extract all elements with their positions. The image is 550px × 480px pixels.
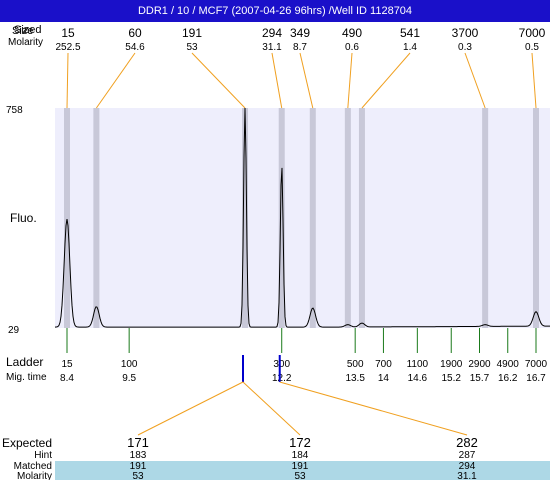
- title-bar: DDR1 / 10 / MCF7 (2007-04-26 96hrs) /Wel…: [0, 0, 550, 22]
- peak-size-label: 3700: [452, 26, 479, 40]
- expected-value: 171: [127, 435, 149, 450]
- electropherogram-trace: [54, 107, 550, 328]
- peak-molarity-label: 0.6: [345, 42, 359, 53]
- peak-molarity-label: 0.5: [525, 42, 539, 53]
- peak-leader-line: [95, 52, 136, 109]
- peak-leader-line: [531, 52, 537, 109]
- peak-leader-line: [299, 52, 314, 109]
- matched-band: [55, 461, 550, 480]
- ladder-time-label: 15.2: [442, 373, 462, 384]
- size-header-label: Size: [12, 25, 33, 37]
- peak-size-label: 541: [400, 26, 420, 40]
- peak-molarity-label: 54.6: [125, 42, 145, 53]
- peak-band: [344, 108, 351, 328]
- matched-row-label: Matched: [14, 461, 52, 472]
- ladder-time-label: 8.4: [60, 373, 74, 384]
- ladder-time-label: 14: [378, 373, 390, 384]
- y-axis-min-label: 29: [8, 325, 20, 336]
- peak-band: [482, 108, 489, 328]
- hint-value: 287: [459, 450, 476, 461]
- expected-molarity-value: 31.1: [457, 471, 477, 480]
- peak-size-label: 60: [128, 26, 142, 40]
- ladder-size-label: 2900: [468, 359, 491, 370]
- ladder-time-label: 12.2: [272, 373, 292, 384]
- peak-molarity-label: 0.3: [458, 42, 472, 53]
- peak-size-label: 490: [342, 26, 362, 40]
- ladder-row-label: Ladder: [6, 355, 43, 369]
- expected-molarity-value: 53: [132, 471, 144, 480]
- peak-leader-line: [347, 52, 353, 109]
- peak-leader-line: [66, 52, 69, 109]
- hint-row-label: Hint: [34, 450, 52, 461]
- peak-molarity-label: 1.4: [403, 42, 417, 53]
- y-axis-max-label: 758: [6, 105, 23, 116]
- ladder-time-label: 14.6: [408, 373, 428, 384]
- mig-time-row-label: Mig. time: [6, 372, 47, 383]
- peak-molarity-label: 53: [186, 42, 198, 53]
- molarity-row-label: Molarity: [17, 471, 52, 480]
- expected-value: 172: [289, 435, 311, 450]
- ladder-size-label: 500: [347, 359, 364, 370]
- ladder-size-label: 7000: [525, 359, 548, 370]
- peak-band: [358, 108, 365, 328]
- expected-leader-line: [137, 381, 244, 436]
- peak-band: [241, 108, 248, 328]
- peak-band: [64, 108, 70, 328]
- y-axis-title: Fluo.: [10, 211, 37, 225]
- peak-molarity-label: 31.1: [262, 42, 282, 53]
- ladder-time-label: 9.5: [122, 373, 136, 384]
- hint-value: 183: [130, 450, 147, 461]
- ladder-time-label: 15.7: [470, 373, 490, 384]
- expected-value: 282: [456, 435, 478, 450]
- ladder-size-label: 300: [273, 359, 290, 370]
- ladder-size-label: 15: [61, 359, 73, 370]
- ladder-size-label: 1900: [440, 359, 463, 370]
- matched-value: 191: [130, 461, 147, 472]
- ladder-size-label: 100: [121, 359, 138, 370]
- ladder-size-label: 700: [375, 359, 392, 370]
- sized-header-label: Sized: [14, 24, 42, 36]
- peak-size-label: 294: [262, 26, 282, 40]
- ladder-size-label: 4900: [497, 359, 520, 370]
- peak-molarity-label: 252.5: [55, 42, 80, 53]
- peak-size-label: 15: [61, 26, 75, 40]
- plot-area: [55, 108, 550, 328]
- peak-size-label: 349: [290, 26, 310, 40]
- peak-band: [93, 108, 100, 328]
- peak-leader-line: [191, 52, 246, 109]
- molarity-header-label: Molarity: [8, 37, 43, 48]
- peak-molarity-label: 8.7: [293, 42, 307, 53]
- ladder-size-label: 1100: [407, 359, 429, 370]
- peak-size-label: 191: [182, 26, 202, 40]
- peak-band: [309, 108, 316, 328]
- peak-leader-line: [361, 52, 411, 109]
- peak-band: [533, 108, 539, 328]
- ladder-time-label: 16.2: [498, 373, 518, 384]
- expected-leader-line: [279, 381, 468, 436]
- expected-row-label: Expected: [2, 436, 52, 450]
- peak-leader-line: [271, 52, 283, 109]
- ladder-time-label: 13.5: [345, 373, 365, 384]
- peak-size-label: 7000: [519, 26, 546, 40]
- matched-value: 294: [459, 461, 476, 472]
- peak-band: [278, 108, 285, 328]
- peak-leader-line: [464, 52, 486, 109]
- matched-value: 191: [292, 461, 309, 472]
- ladder-time-label: 16.7: [526, 373, 546, 384]
- hint-value: 184: [292, 450, 309, 461]
- expected-leader-line: [242, 381, 301, 436]
- expected-molarity-value: 53: [294, 471, 306, 480]
